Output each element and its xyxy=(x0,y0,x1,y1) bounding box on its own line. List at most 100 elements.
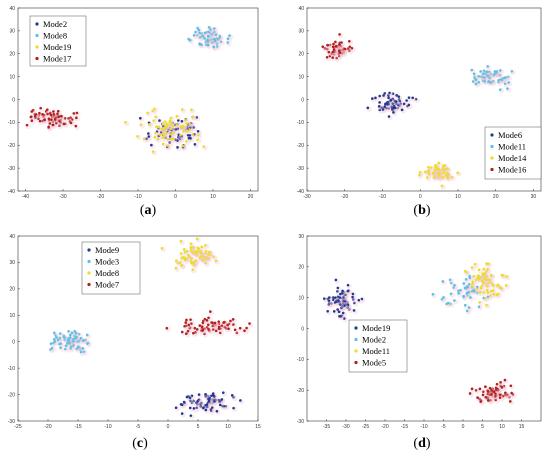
data-point xyxy=(176,261,180,265)
data-point xyxy=(232,395,235,399)
data-point xyxy=(184,332,188,335)
data-point xyxy=(407,103,411,107)
data-point xyxy=(169,137,173,140)
x-tick-label: -30 xyxy=(342,424,349,430)
caption-d: (d) xyxy=(413,436,431,451)
legend-marker xyxy=(354,337,358,342)
data-point xyxy=(193,133,196,136)
data-point xyxy=(216,38,220,41)
data-point xyxy=(440,297,444,301)
x-tick-label: -40 xyxy=(22,194,29,200)
legend-marker xyxy=(35,45,39,49)
data-point xyxy=(328,54,332,58)
data-point xyxy=(189,399,192,402)
data-point xyxy=(463,303,467,307)
data-point xyxy=(481,272,485,276)
data-point xyxy=(405,99,408,102)
data-point xyxy=(192,126,195,129)
data-point xyxy=(336,286,340,290)
data-point xyxy=(488,278,492,282)
data-point xyxy=(509,384,513,388)
x-tick-label: 15 xyxy=(255,424,261,430)
data-point xyxy=(503,82,507,85)
data-point xyxy=(338,33,341,36)
data-point xyxy=(378,108,382,112)
data-point xyxy=(41,119,44,123)
legend-marker xyxy=(354,349,358,353)
data-point xyxy=(164,136,167,140)
data-point xyxy=(194,331,197,334)
data-point xyxy=(400,108,404,112)
data-point xyxy=(78,348,82,351)
data-point xyxy=(489,81,492,84)
series-mode5 xyxy=(468,378,517,406)
data-point xyxy=(387,106,391,110)
data-point xyxy=(503,378,507,382)
data-point xyxy=(176,146,179,149)
data-point xyxy=(207,316,210,320)
data-point xyxy=(212,30,216,34)
data-point xyxy=(197,247,201,251)
data-point xyxy=(414,97,418,101)
data-point xyxy=(467,282,471,286)
data-point xyxy=(30,119,34,123)
data-point xyxy=(501,394,505,398)
y-tick-label: -20 xyxy=(8,143,15,149)
data-point xyxy=(197,28,201,32)
x-tick-label: 0 xyxy=(419,194,422,200)
data-point xyxy=(453,299,456,302)
data-point xyxy=(160,246,164,250)
data-point xyxy=(466,285,469,289)
data-point xyxy=(477,305,481,309)
data-point xyxy=(168,121,172,124)
data-point xyxy=(431,292,435,296)
data-point xyxy=(202,255,206,259)
data-point xyxy=(386,102,389,106)
data-point xyxy=(233,328,237,332)
data-point xyxy=(70,118,74,121)
data-point xyxy=(387,96,390,100)
data-point xyxy=(194,252,197,256)
y-tick-label: -20 xyxy=(8,392,15,398)
data-point xyxy=(145,137,148,140)
data-point xyxy=(204,408,208,412)
data-point xyxy=(228,34,231,37)
data-point xyxy=(351,295,354,299)
data-point xyxy=(217,322,221,326)
data-point xyxy=(184,118,187,122)
data-point xyxy=(456,171,460,175)
data-point xyxy=(215,42,219,46)
data-point xyxy=(331,296,335,299)
data-point xyxy=(418,171,422,174)
data-point xyxy=(435,166,439,169)
data-point xyxy=(62,335,66,339)
data-point xyxy=(482,69,486,73)
y-tick-label: 10 xyxy=(9,313,15,319)
data-point xyxy=(498,393,502,397)
data-point xyxy=(462,295,465,299)
data-point xyxy=(481,390,485,393)
legend-label: Mode11 xyxy=(498,142,526,152)
y-tick-label: 30 xyxy=(298,234,304,240)
data-point xyxy=(486,396,490,399)
data-point xyxy=(82,350,86,354)
data-point xyxy=(76,346,80,349)
y-tick-label: -30 xyxy=(8,166,15,172)
data-point xyxy=(499,381,502,384)
data-point xyxy=(462,282,466,285)
data-point xyxy=(179,133,182,137)
data-point xyxy=(51,123,55,127)
data-point xyxy=(53,331,56,335)
data-point xyxy=(484,278,488,282)
legend-label: Mode9 xyxy=(95,245,119,255)
data-point xyxy=(485,288,489,292)
data-point xyxy=(389,98,393,102)
data-point xyxy=(75,116,78,120)
data-point xyxy=(338,296,342,299)
legend-label: Mode7 xyxy=(95,280,119,290)
data-point xyxy=(391,92,395,96)
data-point xyxy=(161,142,165,146)
data-point xyxy=(164,129,168,132)
data-point xyxy=(382,94,385,97)
